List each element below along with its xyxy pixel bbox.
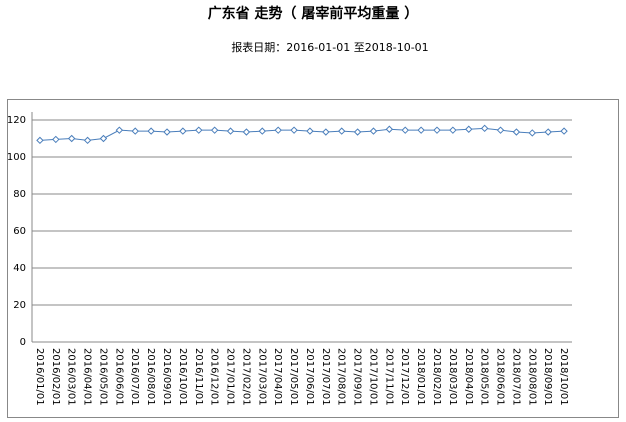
data-point (528, 129, 537, 137)
x-tick-label: 2016/04/01 (82, 348, 93, 406)
x-tick-label: 2017/09/01 (352, 348, 363, 406)
data-point (385, 125, 394, 133)
data-point (210, 126, 219, 134)
x-tick-label: 2016/07/01 (129, 348, 140, 406)
data-point (115, 126, 124, 134)
x-tick-label: 2016/10/01 (177, 348, 188, 406)
x-tick-label: 2016/03/01 (66, 348, 77, 406)
chart-title: 广东省 走势（ 屠宰前平均重量 ） (208, 5, 419, 22)
data-point (147, 127, 155, 135)
x-tick-label: 2016/01/01 (34, 348, 45, 406)
x-tick-label: 2018/09/01 (542, 348, 553, 406)
data-point (417, 126, 425, 134)
x-tick-label: 2017/11/01 (383, 348, 394, 406)
y-tick-label: 60 (13, 226, 26, 237)
x-tick-label: 2016/02/01 (50, 348, 61, 406)
data-point (290, 126, 298, 134)
y-tick-label: 40 (13, 263, 26, 274)
data-point (496, 126, 505, 134)
data-point (52, 135, 60, 144)
data-point (226, 127, 235, 135)
x-tick-label: 2017/06/01 (304, 348, 315, 406)
x-tick-label: 2017/12/01 (399, 348, 410, 406)
data-point (401, 126, 409, 134)
chart-subtitle: 报表日期：2016-01-01 至2018-10-01 (231, 40, 428, 54)
data-point (369, 127, 378, 135)
x-tick-label: 2016/06/01 (113, 348, 124, 406)
x-tick-label: 2016/12/01 (209, 348, 220, 406)
x-tick-label: 2018/06/01 (495, 348, 506, 406)
x-tick-label: 2017/01/01 (225, 348, 236, 406)
data-point (67, 134, 76, 143)
x-tick-label: 2017/03/01 (256, 348, 267, 406)
data-point (465, 125, 473, 133)
x-tick-label: 2016/08/01 (145, 348, 156, 406)
y-tick-label: 0 (20, 337, 26, 348)
data-point (306, 127, 314, 135)
chart-frame (7, 99, 619, 418)
data-point (353, 128, 362, 136)
data-line (39, 127, 565, 141)
data-point (433, 126, 441, 134)
data-point (242, 128, 251, 136)
data-point (131, 127, 139, 135)
data-point (274, 126, 282, 134)
x-tick-label: 2017/04/01 (272, 348, 283, 406)
y-tick-label: 120 (7, 115, 26, 126)
x-tick-label: 2017/05/01 (288, 348, 299, 406)
x-tick-label: 2018/07/01 (510, 348, 521, 406)
data-point (544, 128, 552, 136)
data-point (337, 127, 346, 135)
y-tick-label: 20 (13, 300, 26, 311)
data-point (322, 128, 330, 136)
data-point (179, 127, 187, 135)
data-point (560, 127, 568, 135)
data-point (480, 124, 489, 133)
data-point (36, 136, 44, 145)
x-tick-label: 2017/02/01 (240, 348, 251, 406)
data-point (163, 128, 171, 136)
x-tick-label: 2018/10/01 (558, 348, 569, 406)
data-point (99, 134, 108, 143)
x-tick-label: 2018/08/01 (526, 348, 537, 406)
x-tick-label: 2018/05/01 (479, 348, 490, 406)
x-tick-label: 2018/03/01 (447, 348, 458, 406)
data-point (258, 127, 267, 135)
x-tick-label: 2018/01/01 (415, 348, 426, 406)
x-tick-label: 2017/07/01 (320, 348, 331, 406)
x-tick-label: 2017/10/01 (367, 348, 378, 406)
x-tick-label: 2016/09/01 (161, 348, 172, 406)
x-tick-label: 2018/04/01 (463, 348, 474, 406)
data-point (449, 126, 457, 134)
data-point (83, 136, 92, 145)
y-tick-label: 100 (7, 152, 26, 163)
y-tick-label: 80 (13, 189, 26, 200)
x-tick-label: 2016/05/01 (97, 348, 108, 406)
data-point (512, 128, 521, 136)
x-tick-label: 2018/02/01 (431, 348, 442, 406)
x-tick-label: 2017/08/01 (336, 348, 347, 406)
data-point (195, 126, 203, 134)
x-tick-label: 2016/11/01 (193, 348, 204, 406)
